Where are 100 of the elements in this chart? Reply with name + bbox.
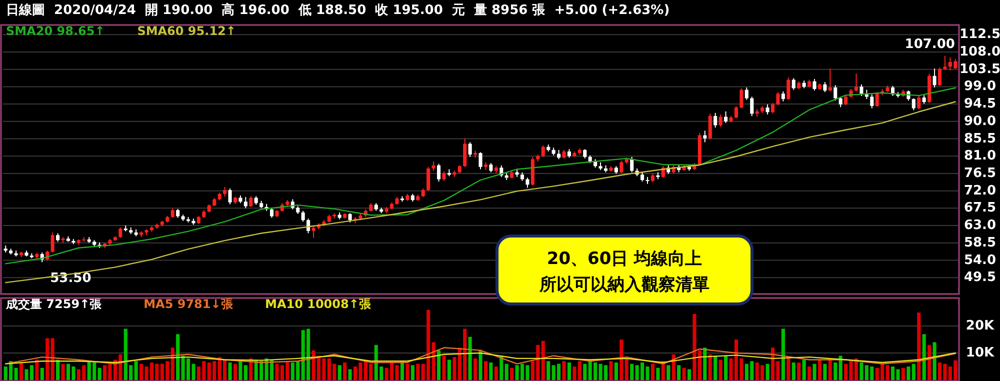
bar: [176, 334, 180, 380]
candlestick: [426, 166, 430, 192]
bar: [134, 361, 138, 380]
bar: [781, 328, 785, 380]
bar: [478, 350, 482, 380]
candlestick: [812, 78, 816, 92]
candlestick: [786, 76, 790, 100]
candlestick: [734, 105, 738, 119]
bar: [901, 368, 905, 380]
bar: [510, 368, 514, 380]
bar: [40, 368, 44, 380]
bar: [24, 369, 28, 380]
candlestick: [526, 177, 530, 188]
bar: [338, 365, 342, 380]
y-tick-label: 49.5: [964, 270, 996, 286]
bar: [474, 358, 478, 380]
bar: [682, 368, 686, 380]
candlestick: [541, 144, 545, 158]
candlestick: [750, 96, 754, 117]
bar: [786, 358, 790, 380]
bar: [630, 364, 634, 380]
y-tick-label: 99.0: [964, 79, 996, 94]
y-tick-label: 20K: [966, 318, 996, 334]
y-tick-label: 76.5: [964, 166, 996, 182]
candlestick: [630, 156, 634, 173]
bar: [797, 362, 801, 380]
bar: [886, 365, 890, 380]
bar: [677, 365, 681, 380]
bar: [504, 364, 508, 380]
chart-title: 日線圖 2020/04/24 開 190.00 高 196.00 低 188.50 收 195.00 元 量 8956 張 +5.00 (+2.63%): [6, 2, 670, 18]
bar: [170, 348, 174, 380]
bar: [703, 348, 707, 380]
y-tick-label: 54.0: [964, 252, 996, 268]
candlestick: [932, 68, 936, 88]
bar: [275, 364, 279, 380]
bar: [567, 362, 571, 380]
candlestick: [718, 114, 722, 128]
bar: [35, 360, 39, 380]
candlestick: [118, 226, 122, 238]
bar: [348, 369, 352, 380]
bar: [562, 361, 566, 380]
candlestick: [776, 92, 780, 106]
candlestick: [724, 110, 728, 124]
candlestick: [703, 130, 707, 143]
candlestick: [436, 163, 441, 182]
y-tick-label: 112.5: [959, 27, 1000, 42]
bar: [572, 366, 576, 380]
y-tick-label: 58.5: [964, 235, 996, 250]
bar: [687, 369, 692, 380]
bar: [30, 365, 34, 380]
bar: [838, 356, 842, 380]
bar: [844, 364, 848, 380]
candlestick: [489, 162, 493, 173]
candlestick: [228, 188, 232, 205]
candlestick: [442, 171, 446, 182]
bar: [928, 344, 932, 380]
bar: [922, 334, 926, 380]
bar: [766, 364, 770, 380]
annotation: 20、60日 均線向上: [546, 249, 702, 269]
candlestick: [301, 210, 305, 222]
bar: [343, 362, 347, 380]
candlestick: [740, 88, 744, 109]
candlestick: [50, 232, 54, 254]
bar: [46, 338, 50, 380]
candlestick: [478, 152, 482, 170]
bar: [932, 342, 936, 380]
candlestick: [770, 102, 775, 114]
text: MA5 9781↓張: [144, 297, 234, 311]
candlestick: [860, 84, 864, 96]
bar: [808, 366, 812, 380]
bar: [406, 364, 410, 380]
candlestick: [938, 66, 942, 86]
bar: [410, 365, 414, 380]
bar: [708, 354, 712, 380]
y-tick-label: 94.5: [964, 96, 996, 112]
bar: [432, 342, 436, 380]
candlestick: [708, 113, 712, 140]
bar: [666, 365, 670, 380]
bar: [494, 366, 498, 380]
y-tick-label: 108.0: [959, 44, 1000, 60]
bar: [238, 361, 242, 380]
y-tick-label: 103.5: [959, 62, 1000, 77]
text: SMA60 95.12↑: [137, 24, 236, 38]
bar: [912, 364, 916, 380]
bar: [244, 365, 248, 380]
bar: [61, 364, 65, 380]
bar: [583, 364, 587, 380]
bar: [436, 350, 441, 380]
bar: [834, 362, 838, 380]
bar: [442, 356, 446, 380]
candlestick: [828, 68, 832, 92]
bar: [812, 364, 816, 380]
bar: [541, 340, 545, 380]
bar: [624, 358, 628, 380]
bar: [14, 368, 18, 380]
bar: [818, 360, 822, 380]
bar: [19, 362, 24, 380]
candlestick: [312, 226, 316, 238]
candlestick: [468, 142, 472, 158]
y-tick-label: 63.0: [964, 218, 996, 234]
